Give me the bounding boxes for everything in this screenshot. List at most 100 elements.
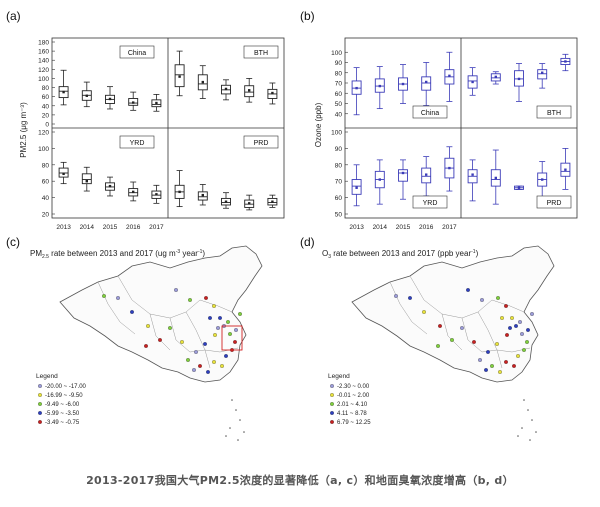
region-label-box — [119, 135, 155, 149]
y-tick-label: 60 — [42, 94, 50, 101]
station-marker — [408, 296, 412, 300]
province-border — [389, 281, 428, 335]
station-marker — [186, 358, 190, 362]
island-marker — [229, 427, 231, 429]
station-marker — [484, 368, 488, 372]
legend-title: Legend — [328, 373, 350, 380]
station-marker — [208, 316, 212, 320]
y-tick-label: 180 — [38, 40, 49, 47]
legend-swatch — [38, 420, 42, 424]
legend-swatch — [38, 393, 42, 397]
y-tick-label: 90 — [335, 146, 343, 153]
station-marker — [438, 324, 442, 328]
station-marker — [233, 340, 237, 344]
box-mean-marker — [471, 173, 474, 176]
box-mean-marker — [448, 74, 451, 78]
box-iqr — [398, 169, 408, 182]
station-marker — [500, 316, 504, 320]
y-tick-label: 20 — [42, 212, 50, 219]
x-tick-label: 2015 — [396, 224, 411, 231]
box-mean-marker — [178, 190, 181, 194]
station-marker — [504, 304, 508, 308]
y-tick-label: 100 — [331, 130, 342, 137]
island-marker — [531, 419, 533, 421]
station-marker — [525, 340, 529, 344]
y-tick-label: 100 — [331, 50, 342, 57]
station-marker — [180, 340, 184, 344]
box-mean-marker — [425, 173, 428, 176]
station-marker — [486, 350, 490, 354]
legend-item-label: -16.99 ~ -9.50 — [45, 393, 83, 399]
box-mean-marker — [132, 101, 135, 104]
box-mean-marker — [355, 186, 358, 189]
region-label: PRD — [547, 200, 562, 207]
panel-label-a: (a) — [6, 9, 21, 23]
station-marker — [510, 316, 514, 320]
station-marker — [466, 288, 470, 292]
y-tick-label: 40 — [42, 103, 50, 110]
station-marker — [194, 350, 198, 354]
station-marker — [478, 358, 482, 362]
province-border — [117, 275, 201, 319]
panel-label-c: (c) — [6, 235, 20, 249]
station-marker — [512, 364, 516, 368]
station-marker — [518, 320, 522, 324]
box-mean-marker — [448, 166, 451, 170]
box-iqr — [421, 76, 432, 91]
box-mean-marker — [62, 172, 65, 176]
province-border — [409, 275, 493, 319]
box-mean-marker — [271, 200, 274, 203]
box-mean-marker — [378, 178, 381, 181]
pm25-boxplot-panel: China 0 20 40 60 80 100 120 140 160 180 BTH YRD 20 40 6… — [38, 37, 285, 231]
province-border — [199, 299, 233, 313]
box-mean-marker — [248, 202, 251, 205]
x-tick-label: 2015 — [103, 224, 118, 231]
y-tick-label: 80 — [42, 85, 50, 92]
station-marker — [158, 338, 162, 342]
y-tick-label: 80 — [335, 162, 343, 169]
region-label-box — [243, 45, 279, 59]
x-tick-label: 2016 — [126, 224, 141, 231]
y-tick-label: 40 — [42, 195, 50, 202]
island-marker — [527, 409, 529, 411]
box-mean-marker — [541, 71, 544, 74]
y-tick-label: 140 — [38, 58, 49, 65]
y-tick-label: 100 — [38, 146, 49, 153]
province-border — [185, 311, 211, 369]
station-marker — [102, 294, 106, 298]
station-marker — [498, 370, 502, 374]
y-tick-label: 0 — [45, 122, 49, 129]
legend-title: Legend — [36, 373, 58, 380]
legend-item-label: -9.49 ~ -6.00 — [45, 402, 80, 408]
station-marker — [520, 332, 524, 336]
station-marker — [422, 310, 426, 314]
station-marker — [204, 296, 208, 300]
country-outline — [59, 245, 263, 383]
legend-swatch — [330, 384, 334, 388]
island-marker — [523, 399, 525, 401]
island-marker — [237, 439, 239, 441]
box-mean-marker — [425, 80, 428, 84]
station-marker — [228, 332, 232, 336]
region-label-box — [119, 45, 155, 59]
box-mean-marker — [178, 75, 181, 78]
y-tick-label: 70 — [335, 81, 343, 88]
box-mean-marker — [155, 193, 158, 196]
province-border — [149, 313, 171, 351]
y-tick-label: 20 — [42, 112, 50, 119]
province-border — [477, 311, 503, 369]
region-label: PRD — [254, 140, 269, 147]
box-mean-marker — [355, 86, 358, 90]
y-tick-label: 80 — [335, 70, 343, 77]
region-label: BTH — [547, 110, 561, 117]
box-mean-marker — [517, 186, 521, 189]
y-tick-label: 60 — [335, 195, 343, 202]
box-mean-marker — [224, 200, 228, 203]
legend-item-label: -2.30 ~ 0.00 — [337, 384, 370, 390]
island-marker — [535, 431, 537, 433]
island-marker — [517, 435, 519, 437]
station-marker — [480, 298, 484, 302]
box-mean-marker — [132, 190, 135, 194]
station-marker — [496, 296, 500, 300]
region-label-box — [412, 195, 448, 209]
